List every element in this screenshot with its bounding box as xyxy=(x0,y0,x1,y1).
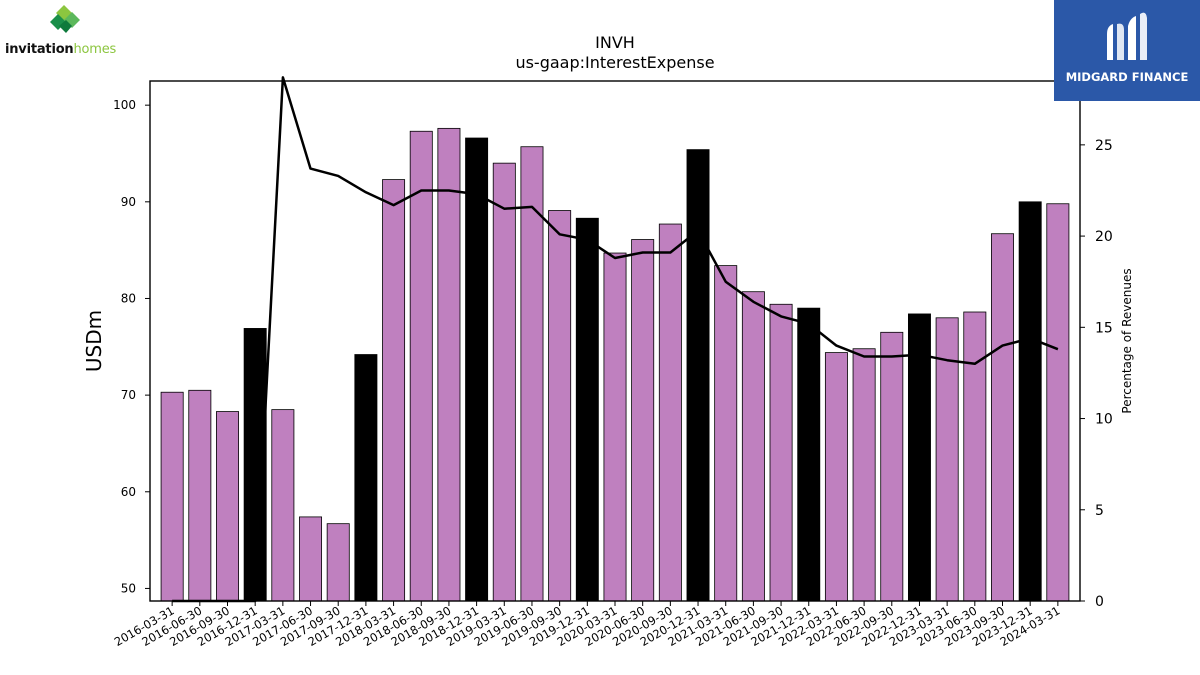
y-tick-label: 80 xyxy=(121,291,136,305)
logo-word-homes: homes xyxy=(73,42,117,57)
y2-axis-label: Percentage of Revenues xyxy=(1120,268,1134,413)
y2-tick-label: 10 xyxy=(1095,412,1113,428)
invitation-homes-logo: invitationhomes xyxy=(0,0,140,70)
diamond-logo-icon xyxy=(50,5,80,33)
midgard-finance-logo: MIDGARD FINANCE xyxy=(1054,0,1200,101)
y-tick-label: 50 xyxy=(121,581,136,595)
y2-tick-label: 15 xyxy=(1095,320,1113,336)
bar-2019-09-30 xyxy=(548,210,572,602)
bar-2020-06-30 xyxy=(631,239,655,602)
bar-2022-06-30 xyxy=(852,348,876,602)
bar-2018-12-31 xyxy=(465,137,489,602)
bar-2021-06-30 xyxy=(741,291,765,602)
bar-2017-03-31 xyxy=(271,409,295,602)
bar-2024-03-31 xyxy=(1046,203,1070,602)
logo-wordmark: invitationhomes xyxy=(5,42,116,57)
y-tick-label: 70 xyxy=(121,388,136,402)
bar-2018-06-30 xyxy=(409,130,433,602)
bar-2020-03-31 xyxy=(603,252,627,602)
bar-2021-09-30 xyxy=(769,303,793,602)
percentage-line xyxy=(172,76,1059,603)
bar-2020-09-30 xyxy=(658,223,682,602)
bar-2023-12-31 xyxy=(1018,201,1042,602)
y-tick-label: 100 xyxy=(113,98,136,112)
y2-tick-label: 0 xyxy=(1095,594,1104,610)
bar-2016-06-30 xyxy=(188,389,212,602)
bar-2016-03-31 xyxy=(160,391,184,602)
bar-2022-03-31 xyxy=(824,352,848,602)
line-series xyxy=(172,76,1059,603)
y2-tick-label: 25 xyxy=(1095,138,1113,154)
bar-2021-12-31 xyxy=(797,307,821,602)
chart-subtitle: us-gaap:InterestExpense xyxy=(515,53,714,72)
bar-2019-12-31 xyxy=(575,217,599,602)
bar-2018-03-31 xyxy=(382,179,406,602)
y-tick-label: 90 xyxy=(121,195,136,209)
bar-2018-09-30 xyxy=(437,127,461,602)
logo-word-invitation: invitation xyxy=(5,42,74,57)
bar-2019-03-31 xyxy=(492,162,516,602)
midgard-finance-wordmark: MIDGARD FINANCE xyxy=(1065,70,1189,84)
bar-2017-12-31 xyxy=(354,354,378,602)
bar-series xyxy=(160,127,1070,602)
bar-2023-06-30 xyxy=(963,311,987,602)
bar-2017-06-30 xyxy=(299,516,323,602)
bar-2016-09-30 xyxy=(216,411,239,602)
chart-title: INVH xyxy=(595,33,635,52)
bar-2017-09-30 xyxy=(326,523,350,602)
y-tick-label: 60 xyxy=(121,485,136,499)
bar-2020-12-31 xyxy=(686,149,710,602)
bar-2022-09-30 xyxy=(880,331,904,602)
y2-tick-label: 5 xyxy=(1095,503,1104,519)
bar-2021-03-31 xyxy=(714,265,738,602)
y2-tick-label: 20 xyxy=(1095,229,1113,245)
y-axis-label: USDm xyxy=(82,310,106,372)
midgard-m-icon xyxy=(1107,12,1147,61)
bar-2023-09-30 xyxy=(991,233,1014,602)
